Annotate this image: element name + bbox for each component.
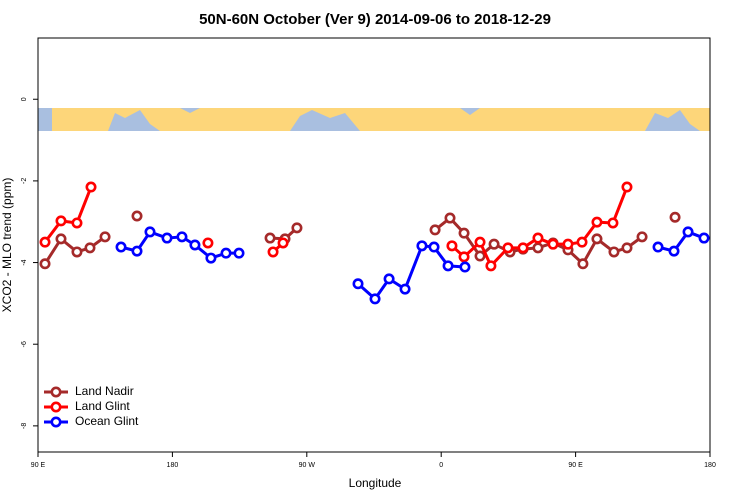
data-point (264, 232, 276, 244)
x-tick-label: 0 (439, 462, 443, 469)
legend-marker (50, 416, 62, 428)
data-point (547, 238, 559, 250)
data-point (488, 238, 500, 250)
data-point (621, 242, 633, 254)
data-point (189, 239, 201, 251)
y-tick-label: -6 (21, 341, 28, 347)
data-point (669, 211, 681, 223)
data-point (621, 181, 633, 193)
series-line (43, 186, 629, 268)
data-point (144, 226, 156, 238)
data-point (267, 246, 279, 258)
data-point (202, 237, 214, 249)
data-point (291, 222, 303, 234)
y-axis-label: XCO2 - MLO trend (ppm) (0, 178, 14, 313)
data-point (576, 236, 588, 248)
data-point (233, 247, 245, 259)
data-point (55, 215, 67, 227)
data-point (399, 283, 411, 295)
data-point (698, 232, 710, 244)
data-point (352, 278, 364, 290)
x-tick-label: 90 W (299, 462, 316, 469)
data-point (84, 242, 96, 254)
y-tick-label: -2 (21, 178, 28, 184)
y-tick-label: -4 (21, 259, 28, 265)
data-point (591, 216, 603, 228)
data-point (71, 217, 83, 229)
data-point (532, 242, 544, 254)
data-point (115, 241, 127, 253)
data-point (428, 241, 440, 253)
data-point (55, 233, 67, 245)
data-point (39, 258, 51, 270)
data-point (485, 260, 497, 272)
data-point (71, 246, 83, 258)
y-tick-label: 0 (21, 97, 28, 101)
data-point (383, 273, 395, 285)
data-point (517, 242, 529, 254)
chart-title: 50N-60N October (Ver 9) 2014-09-06 to 20… (199, 11, 551, 28)
legend-label: Ocean Glint (75, 414, 139, 428)
plot-frame (37, 37, 711, 453)
x-tick-label: 180 (167, 462, 179, 469)
map-strip (38, 108, 710, 131)
x-tick-label: 180 (704, 462, 716, 469)
x-axis-label: Longitude (349, 476, 402, 490)
data-point (220, 247, 232, 259)
data-point (636, 231, 648, 243)
data-point (608, 246, 620, 258)
data-point (131, 245, 143, 257)
data-point (607, 217, 619, 229)
legend-marker (50, 401, 62, 413)
data-point (369, 293, 381, 305)
data-point (446, 240, 458, 252)
data-point (205, 252, 217, 264)
x-tick-label: 90 E (568, 462, 583, 469)
legend-marker (50, 386, 62, 398)
data-point (429, 224, 441, 236)
data-point (459, 261, 471, 273)
data-point (474, 250, 486, 262)
legend-label: Land Nadir (75, 384, 134, 398)
data-point (176, 231, 188, 243)
data-point (85, 181, 97, 193)
data-point (591, 233, 603, 245)
data-point (161, 232, 173, 244)
data-point (682, 226, 694, 238)
data-point (474, 236, 486, 248)
data-point (577, 258, 589, 270)
data-point (502, 242, 514, 254)
data-point (458, 251, 470, 263)
y-tick-label: -8 (21, 423, 28, 429)
data-point (532, 232, 544, 244)
data-point (652, 241, 664, 253)
data-point (442, 260, 454, 272)
data-point (562, 238, 574, 250)
data-point (458, 227, 470, 239)
x-tick-label: 90 E (31, 462, 46, 469)
data-point (668, 245, 680, 257)
data-point (99, 231, 111, 243)
data-point (131, 210, 143, 222)
data-point (39, 236, 51, 248)
legend-label: Land Glint (75, 399, 130, 413)
data-point (444, 212, 456, 224)
data-point (277, 237, 289, 249)
data-point (416, 240, 428, 252)
